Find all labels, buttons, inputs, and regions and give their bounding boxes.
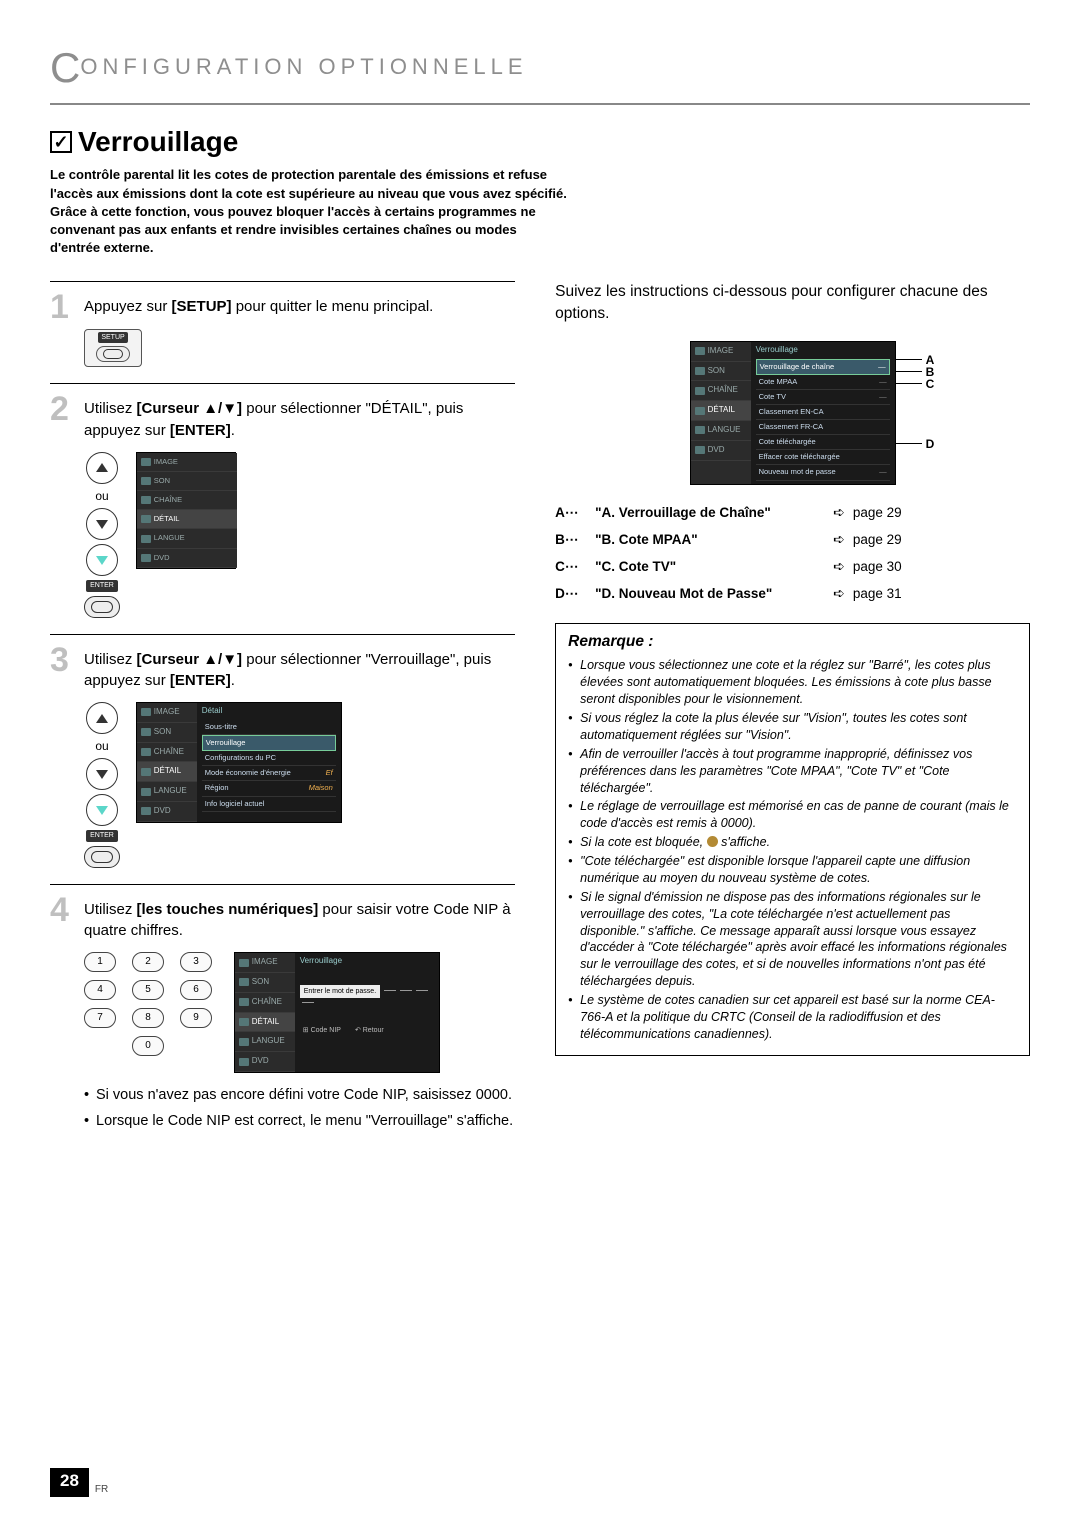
chapter-initial: C: [50, 40, 80, 97]
step-num-4: 4: [50, 895, 76, 926]
ou-text: ou: [95, 738, 108, 754]
down-icon: [86, 508, 118, 540]
tv-menu-detail: IMAGE SON CHAÎNE DÉTAIL LANGUE DVD Détai…: [136, 702, 342, 823]
step-3: 3 Utilisez [Curseur ▲/▼] pour sélectionn…: [50, 634, 515, 868]
setup-button-graphic: SETUP: [84, 329, 142, 367]
divider: [50, 103, 1030, 105]
step-num-3: 3: [50, 645, 76, 676]
remarque-item: Lorsque vous sélectionnez une cote et la…: [568, 657, 1017, 708]
step-1: 1 Appuyez sur [SETUP] pour quitter le me…: [50, 281, 515, 367]
key-9: 9: [180, 1008, 212, 1028]
page-number: 28: [50, 1468, 89, 1497]
pin-row: Entrer le mot de passe.: [300, 985, 434, 1009]
chapter-header: CONFIGURATION OPTIONNELLE: [50, 40, 1030, 97]
remarque-box: Remarque : Lorsque vous sélectionnez une…: [555, 623, 1030, 1055]
step-num-1: 1: [50, 292, 76, 323]
menu-image: IMAGE: [137, 453, 237, 472]
pin-footer: ⊞ Code NIP ↶ Retour: [300, 1021, 434, 1037]
remarque-item: Afin de verrouiller l'accès à tout progr…: [568, 746, 1017, 797]
remarque-item: Le réglage de verrouillage est mémorisé …: [568, 798, 1017, 832]
left-column: 1 Appuyez sur [SETUP] pour quitter le me…: [50, 281, 515, 1147]
detail-title: Détail: [202, 706, 336, 717]
annotated-menu: IMAGE SON CHAÎNE DÉTAIL LANGUE DVD Verro…: [690, 341, 896, 485]
follow-text: Suivez les instructions ci-dessous pour …: [555, 281, 1030, 324]
menu-detail: DÉTAIL: [137, 510, 237, 529]
key-8: 8: [132, 1008, 164, 1028]
up-icon: [86, 702, 118, 734]
remote-nav-graphic-2: ou ENTER: [84, 702, 120, 868]
key-2: 2: [132, 952, 164, 972]
remarque-title: Remarque :: [568, 632, 1017, 653]
checkbox-icon: ✓: [50, 131, 72, 153]
enter-oval-icon: [84, 846, 120, 868]
menu-langue: LANGUE: [137, 529, 237, 548]
menu-son: SON: [137, 472, 237, 491]
setup-oval-icon: [96, 346, 130, 362]
section-title: ✓ Verrouillage: [50, 123, 1030, 161]
numeric-keypad: 1 2 3 4 5 6 7 8 9 0: [84, 952, 212, 1056]
key-0: 0: [132, 1036, 164, 1056]
remarque-item: Si la cote est bloquée, s'affiche.: [568, 834, 1017, 851]
key-7: 7: [84, 1008, 116, 1028]
enter-label: ENTER: [86, 830, 118, 841]
ref-row-d: D⋯ "D. Nouveau Mot de Passe" ➪ page 31: [555, 580, 1030, 607]
step-4-tips: Si vous n'avez pas encore défini votre C…: [84, 1085, 515, 1132]
down-icon: [86, 758, 118, 790]
ref-row-a: A⋯ "A. Verrouillage de Chaîne" ➪ page 29: [555, 499, 1030, 526]
tv-menu-verrouillage: IMAGE SON CHAÎNE DÉTAIL LANGUE DVD Verro…: [690, 341, 896, 485]
remarque-item: Si le signal d'émission ne dispose pas d…: [568, 889, 1017, 990]
key-6: 6: [180, 980, 212, 1000]
page-language: FR: [95, 1483, 108, 1497]
right-column: Suivez les instructions ci-dessous pour …: [555, 281, 1030, 1147]
remarque-item: Le système de cotes canadien sur cet app…: [568, 992, 1017, 1043]
step-2: 2 Utilisez [Curseur ▲/▼] pour sélectionn…: [50, 383, 515, 617]
ref-row-c: C⋯ "C. Cote TV" ➪ page 30: [555, 553, 1030, 580]
down-teal-icon: [86, 794, 118, 826]
up-icon: [86, 452, 118, 484]
annot-c: C: [926, 376, 935, 392]
remarque-item: Si vous réglez la cote la plus élevée su…: [568, 710, 1017, 744]
menu-chaine: CHAÎNE: [137, 491, 237, 510]
step-3-text: Utilisez [Curseur ▲/▼] pour sélectionner…: [84, 645, 515, 693]
reference-table: A⋯ "A. Verrouillage de Chaîne" ➪ page 29…: [555, 499, 1030, 608]
step-1-text: Appuyez sur [SETUP] pour quitter le menu…: [84, 292, 433, 318]
down-teal-icon: [86, 544, 118, 576]
key-3: 3: [180, 952, 212, 972]
menu-dvd: DVD: [137, 549, 237, 568]
verr-title: Verrouillage: [300, 956, 434, 967]
section-title-text: Verrouillage: [78, 123, 238, 161]
lock-icon: [707, 836, 718, 847]
key-4: 4: [84, 980, 116, 1000]
remarque-item: "Cote téléchargée" est disponible lorsqu…: [568, 853, 1017, 887]
page-footer: 28 FR: [50, 1468, 1030, 1497]
tip-item: Si vous n'avez pas encore défini votre C…: [84, 1085, 515, 1105]
intro-text: Le contrôle parental lit les cotes de pr…: [50, 166, 570, 257]
remote-nav-graphic: ou ENTER: [84, 452, 120, 618]
key-1: 1: [84, 952, 116, 972]
step-4-text: Utilisez [les touches numériques] pour s…: [84, 895, 515, 943]
step-4: 4 Utilisez [les touches numériques] pour…: [50, 884, 515, 1132]
enter-label: ENTER: [86, 580, 118, 591]
ou-text: ou: [95, 488, 108, 504]
step-num-2: 2: [50, 394, 76, 425]
key-5: 5: [132, 980, 164, 1000]
tv-menu-pin: IMAGE SON CHAÎNE DÉTAIL LANGUE DVD Verro…: [234, 952, 440, 1073]
annot-d: D: [926, 436, 935, 452]
tip-item: Lorsque le Code NIP est correct, le menu…: [84, 1111, 515, 1131]
enter-oval-icon: [84, 596, 120, 618]
step-2-text: Utilisez [Curseur ▲/▼] pour sélectionner…: [84, 394, 515, 442]
chapter-rest: ONFIGURATION OPTIONNELLE: [80, 54, 527, 79]
ref-row-b: B⋯ "B. Cote MPAA" ➪ page 29: [555, 526, 1030, 553]
tv-menu-sidebar: IMAGE SON CHAÎNE DÉTAIL LANGUE DVD: [136, 452, 236, 569]
setup-label: SETUP: [98, 332, 127, 343]
